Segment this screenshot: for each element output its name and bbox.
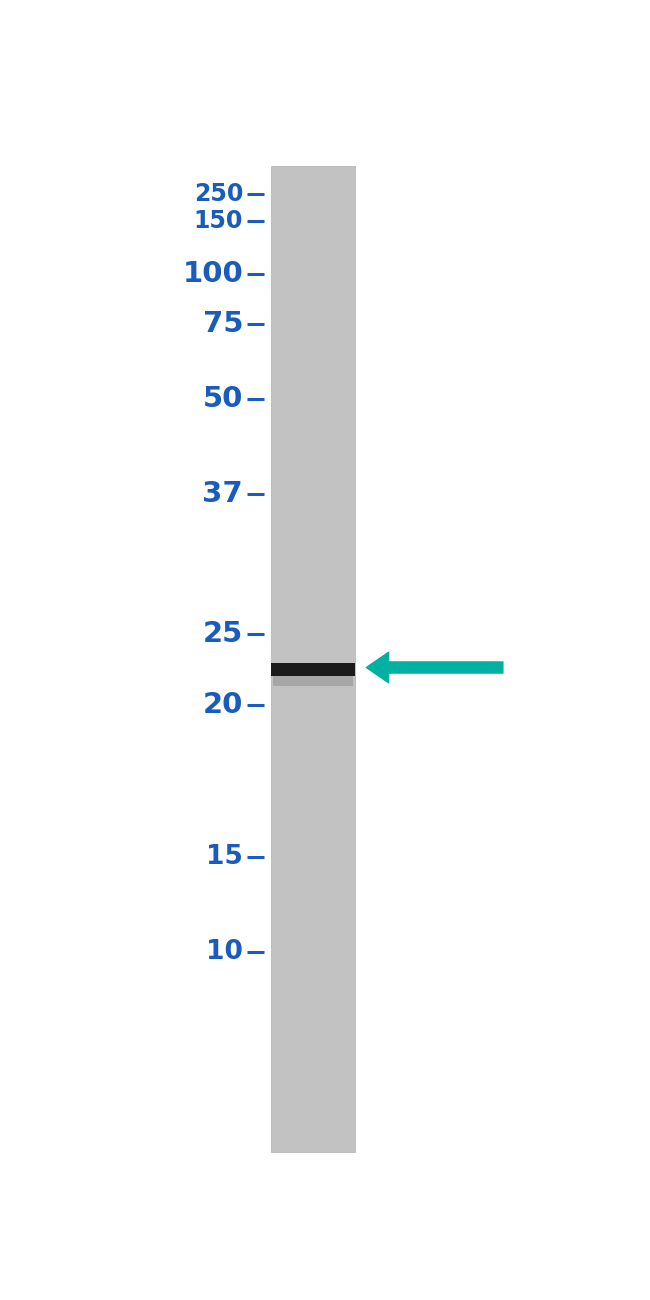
Text: 10: 10 <box>206 939 243 965</box>
FancyArrowPatch shape <box>367 653 503 682</box>
Text: 37: 37 <box>202 480 243 508</box>
Text: 20: 20 <box>203 690 243 719</box>
Text: 100: 100 <box>183 260 243 289</box>
Text: 150: 150 <box>194 209 243 233</box>
Bar <box>272 166 354 1152</box>
Text: 250: 250 <box>194 182 243 205</box>
Text: 75: 75 <box>203 311 243 338</box>
Text: 15: 15 <box>206 844 243 870</box>
Bar <box>272 663 354 676</box>
Text: 25: 25 <box>203 620 243 649</box>
Bar <box>273 676 353 686</box>
Text: 50: 50 <box>203 385 243 413</box>
